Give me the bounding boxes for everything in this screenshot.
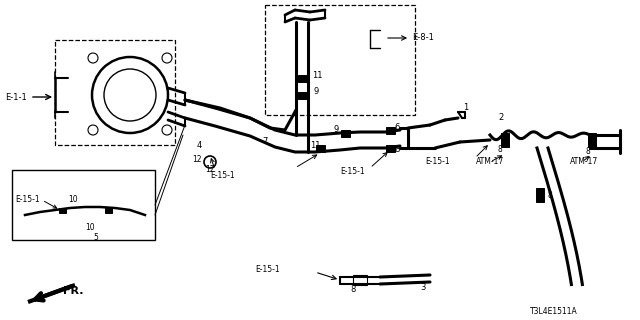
Text: 12: 12	[205, 165, 214, 174]
Text: 11: 11	[310, 141, 321, 150]
Text: 2: 2	[498, 114, 503, 123]
Text: 11: 11	[312, 70, 323, 79]
Text: 8: 8	[394, 146, 399, 155]
Text: 3: 3	[420, 284, 426, 292]
Bar	[298, 92, 307, 99]
Text: FR.: FR.	[63, 286, 83, 296]
Bar	[340, 130, 349, 137]
Text: 8: 8	[548, 191, 553, 201]
Text: 7: 7	[262, 138, 268, 147]
Text: 10: 10	[68, 196, 77, 204]
Text: 8: 8	[498, 146, 503, 155]
Bar	[55, 40, 175, 145]
Text: E-15-1: E-15-1	[210, 171, 235, 180]
Text: 5: 5	[93, 234, 98, 243]
Bar	[353, 275, 367, 285]
Bar	[588, 133, 596, 147]
Bar	[104, 207, 111, 212]
Text: 6: 6	[394, 123, 399, 132]
Bar	[385, 145, 394, 151]
Text: E-1-1: E-1-1	[5, 92, 27, 101]
Text: 9: 9	[313, 87, 318, 97]
Text: E-15-1: E-15-1	[255, 266, 280, 275]
Bar	[501, 133, 509, 147]
Text: ATM-17: ATM-17	[570, 157, 598, 166]
Bar	[265, 5, 415, 115]
Text: 8: 8	[350, 285, 355, 294]
Bar	[385, 126, 394, 133]
Bar	[536, 188, 544, 202]
Text: E-15-1: E-15-1	[15, 196, 40, 204]
Text: E-8-1: E-8-1	[412, 33, 434, 42]
Bar	[316, 145, 324, 151]
Text: E-15-1: E-15-1	[425, 157, 450, 166]
Text: 12: 12	[192, 156, 202, 164]
Text: 4: 4	[197, 141, 202, 150]
Text: 1: 1	[463, 103, 468, 113]
Text: ATM-17: ATM-17	[476, 157, 504, 166]
Bar	[58, 207, 65, 212]
Bar	[298, 75, 307, 82]
Text: E-15-1: E-15-1	[340, 167, 365, 177]
Text: T3L4E1511A: T3L4E1511A	[530, 308, 578, 316]
Text: 8: 8	[585, 148, 589, 156]
Text: 9: 9	[334, 125, 339, 134]
Bar	[12, 170, 155, 240]
Text: 10: 10	[85, 223, 95, 233]
